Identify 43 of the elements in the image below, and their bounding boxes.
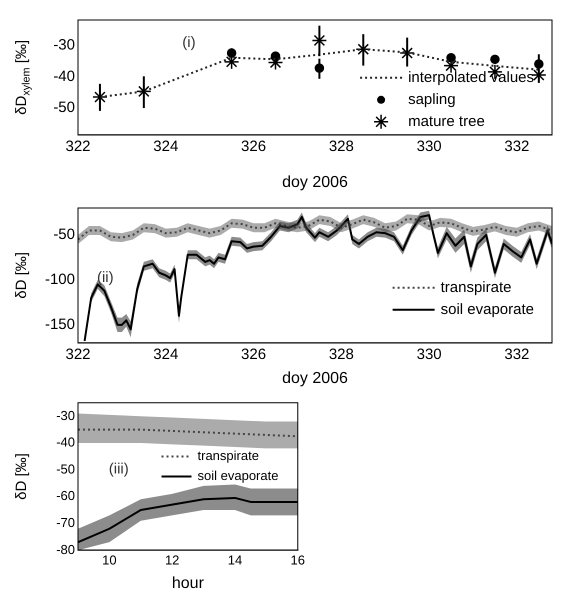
legend-label: transpirate xyxy=(198,448,259,464)
x-tick-label: 322 xyxy=(65,138,91,155)
x-tick-label: 14 xyxy=(228,552,242,568)
y-tick-label: -80 xyxy=(56,542,75,557)
y-tick-label: -30 xyxy=(56,408,75,423)
x-tick-label: 12 xyxy=(164,552,180,568)
legend-label: soil evaporate xyxy=(198,468,278,484)
y-axis-title: δD [‰] xyxy=(13,453,30,500)
annotation: (i) xyxy=(182,34,196,52)
legend-label: soil evaporate xyxy=(440,300,534,318)
y-axis-title: δD [‰] xyxy=(13,252,30,299)
y-tick-label: -50 xyxy=(53,226,75,244)
y-tick-label: -50 xyxy=(53,99,75,116)
x-tick-label: 330 xyxy=(416,346,442,363)
y-tick-label: -60 xyxy=(56,488,75,504)
annotation: (ii) xyxy=(96,269,114,286)
y-tick-label: -50 xyxy=(56,461,75,476)
legend-label: transpirate xyxy=(440,278,512,296)
x-tick-label: 332 xyxy=(504,346,530,363)
y-tick-label: -70 xyxy=(56,514,75,530)
y-tick-label: -150 xyxy=(44,316,75,333)
x-tick-label: 16 xyxy=(290,552,306,568)
legend-label: mature tree xyxy=(408,112,485,130)
x-tick-label: 328 xyxy=(328,346,354,363)
legend-label: sapling xyxy=(408,90,456,108)
x-tick-label: 324 xyxy=(153,138,178,155)
x-tick-label: 332 xyxy=(504,138,530,155)
x-tick-label: 328 xyxy=(328,138,354,155)
y-axis-title: δDxylem [‰] xyxy=(13,40,32,115)
x-axis-title: doy 2006 xyxy=(282,174,348,191)
x-tick-label: 326 xyxy=(241,138,266,155)
x-tick-label: 330 xyxy=(416,138,442,155)
x-tick-label: 326 xyxy=(241,346,266,363)
x-axis-title: hour xyxy=(172,574,205,592)
x-axis-title: doy 2006 xyxy=(282,370,348,387)
x-tick-label: 322 xyxy=(65,346,91,363)
y-tick-label: -30 xyxy=(53,36,75,54)
y-tick-label: -40 xyxy=(56,434,75,450)
x-tick-label: 324 xyxy=(153,346,178,363)
y-tick-label: -100 xyxy=(44,271,75,288)
annotation: (iii) xyxy=(108,460,129,478)
x-tick-label: 10 xyxy=(102,552,117,568)
y-tick-label: -40 xyxy=(53,68,75,85)
